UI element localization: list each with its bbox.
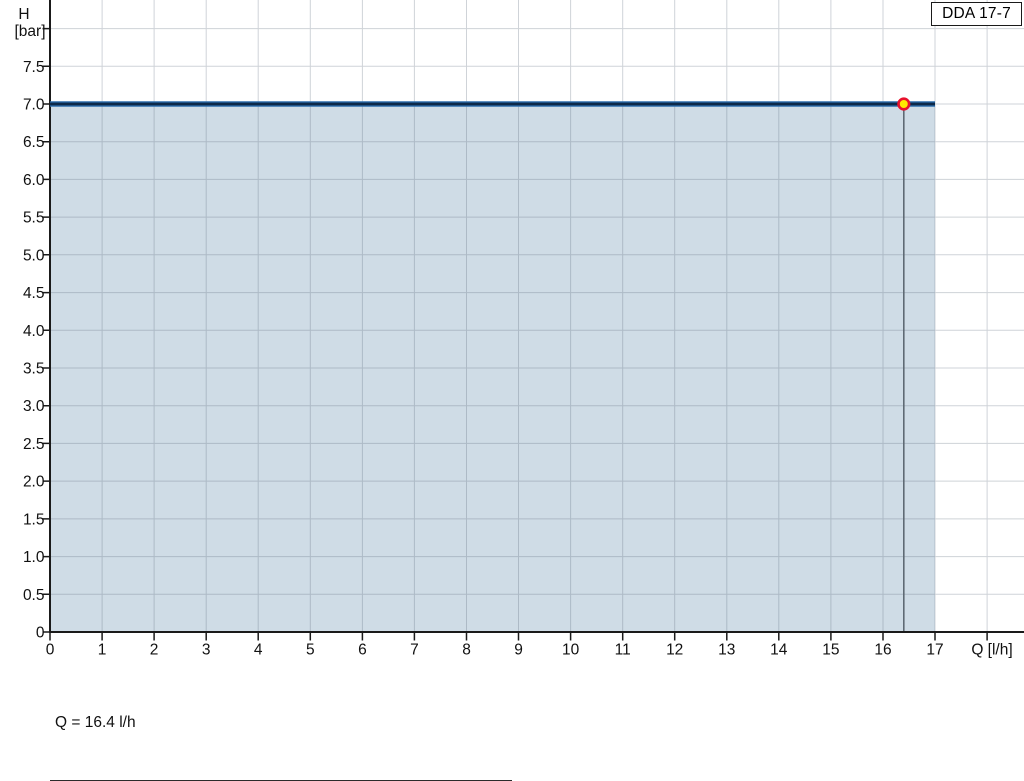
svg-text:4: 4 [254,642,263,659]
svg-text:10: 10 [562,642,580,659]
svg-text:0: 0 [36,625,45,642]
svg-text:0: 0 [46,642,55,659]
tick-marks [42,27,988,641]
flow-value-line: Q = 16.4 l/h [55,713,136,731]
x-axis-title: Q [l/h] [971,642,1012,659]
svg-text:3: 3 [202,642,211,659]
svg-text:7.0: 7.0 [23,97,45,114]
operating-point-marker [897,97,911,111]
svg-text:1.5: 1.5 [23,511,45,528]
svg-text:3.0: 3.0 [23,398,45,415]
svg-text:16: 16 [874,642,891,659]
svg-text:5.0: 5.0 [23,247,45,264]
chart-plot-area: 0 1 2 3 4 5 6 7 8 9 10 11 12 13 14 15 16 17 Q [l/h] 0 0.5 1.0… [14,0,1024,659]
svg-text:3.5: 3.5 [23,361,45,378]
svg-text:6: 6 [358,642,367,659]
y-axis-title-unit: [bar] [14,23,45,40]
svg-text:5.5: 5.5 [23,210,45,227]
svg-text:4.0: 4.0 [23,323,45,340]
y-axis-title-symbol: H [18,6,29,23]
svg-text:11: 11 [615,642,631,659]
y-axis-tick-labels: 0 0.5 1.0 1.5 2.0 2.5 3.0 3.5 4.0 4.5 5.0 5.5 6.0 6.5… [23,59,45,642]
pump-curve-svg: 0 1 2 3 4 5 6 7 8 9 10 11 12 13 14 15 16 17 Q [l/h]00.51.0… [14,0,1024,659]
svg-text:2.0: 2.0 [23,474,45,491]
svg-text:8: 8 [462,642,471,659]
capacity-area [51,106,935,631]
svg-text:17: 17 [926,642,943,659]
svg-text:15: 15 [822,642,839,659]
svg-text:0.5: 0.5 [23,587,45,604]
svg-text:6.0: 6.0 [23,172,45,189]
svg-text:13: 13 [718,642,735,659]
svg-text:4.5: 4.5 [23,285,45,302]
svg-text:1.0: 1.0 [23,549,45,566]
x-axis-tick-labels: 0 1 2 3 4 5 6 7 8 9 10 11 12 13 14 15 16 17 [46,642,944,659]
svg-text:14: 14 [770,642,788,659]
svg-text:6.5: 6.5 [23,134,45,151]
svg-text:12: 12 [666,642,683,659]
svg-text:7.5: 7.5 [23,59,45,76]
gridlines [50,0,1024,632]
svg-text:7: 7 [410,642,419,659]
pump-model-badge: DDA 17-7 [931,2,1022,26]
svg-text:2.5: 2.5 [23,436,45,453]
svg-text:9: 9 [514,642,523,659]
operating-conditions-block: Q = 16.4 l/h H = 7 bar Pumped liquid = W… [55,662,357,781]
svg-text:1: 1 [98,642,107,659]
svg-text:2: 2 [150,642,159,659]
svg-text:5: 5 [306,642,315,659]
bottom-divider-line [50,779,512,781]
